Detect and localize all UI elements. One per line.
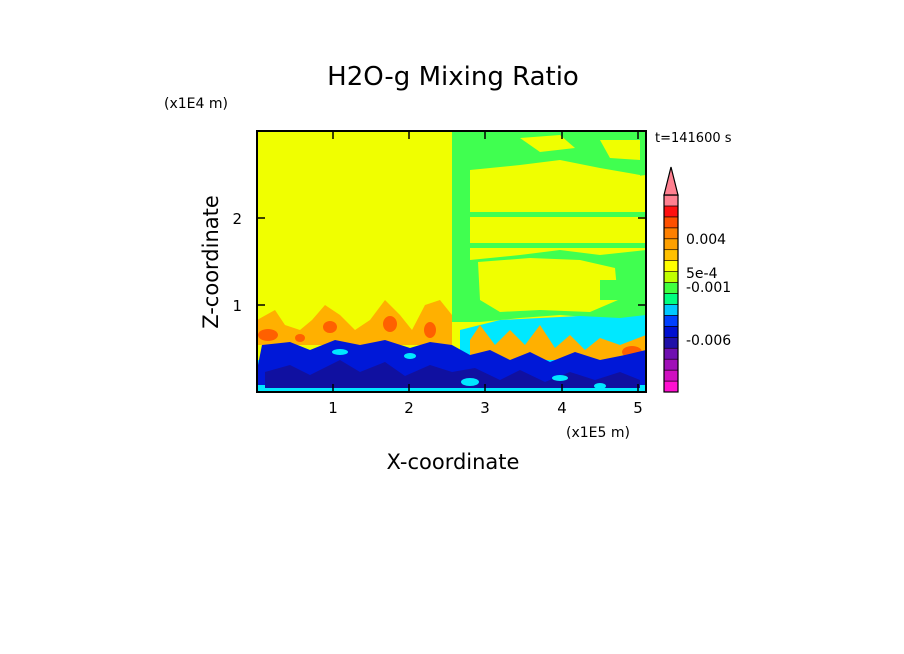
x-tick-label: 3 bbox=[480, 399, 490, 417]
colorbar-segment bbox=[663, 282, 679, 294]
colorbar-segment bbox=[663, 347, 679, 360]
colorbar bbox=[663, 194, 679, 393]
colorbar-segment bbox=[663, 315, 679, 327]
colorbar-label: 5e-4 bbox=[686, 266, 718, 282]
upper-right-yellow-patches bbox=[470, 135, 640, 312]
x-axis-label: X-coordinate bbox=[387, 450, 520, 474]
x-tick-label: 5 bbox=[633, 399, 643, 417]
plot-frame bbox=[256, 130, 647, 393]
colorbar-segment bbox=[663, 369, 679, 382]
colorbar-segment bbox=[663, 380, 679, 393]
colorbar-segment bbox=[663, 249, 679, 261]
colorbar-segment bbox=[663, 304, 679, 316]
x-tick-label: 1 bbox=[328, 399, 338, 417]
colorbar-segment bbox=[663, 336, 679, 349]
field-plot bbox=[257, 131, 646, 392]
x-ticks bbox=[332, 131, 639, 392]
y-scale-label: (x1E4 m) bbox=[164, 96, 228, 112]
colorbar-label: -0.006 bbox=[686, 333, 731, 349]
x-scale-label: (x1E5 m) bbox=[566, 425, 630, 441]
upper-green-streaks bbox=[460, 212, 646, 300]
x-tick-label: 4 bbox=[557, 399, 567, 417]
colorbar-segment bbox=[663, 227, 679, 240]
colorbar-segment bbox=[663, 326, 679, 338]
colorbar-segment bbox=[663, 216, 679, 229]
colorbar-segment bbox=[663, 205, 679, 218]
colorbar-segment bbox=[663, 293, 679, 305]
chart-title: H2O-g Mixing Ratio bbox=[327, 62, 579, 92]
colorbar-segment bbox=[663, 358, 679, 371]
colorbar-segment bbox=[663, 260, 679, 272]
colorbar-segment bbox=[663, 271, 679, 283]
plume-region bbox=[257, 300, 646, 360]
colorbar-segment bbox=[663, 194, 679, 207]
colorbar-label: -0.001 bbox=[686, 280, 731, 296]
colorbar-segment bbox=[663, 238, 679, 251]
dry-layer-navy bbox=[265, 360, 640, 388]
x-tick-label: 2 bbox=[404, 399, 414, 417]
y-axis-label: Z-coordinate bbox=[199, 195, 223, 329]
colorbar-extension-arrow bbox=[663, 166, 679, 196]
y-ticks bbox=[257, 217, 646, 306]
surface-cyan-gaps bbox=[332, 349, 606, 389]
y-tick-label: 2 bbox=[232, 210, 242, 228]
y-tick-label: 1 bbox=[232, 297, 242, 315]
time-label: t=141600 s bbox=[655, 131, 732, 146]
colorbar-label: 0.004 bbox=[686, 232, 726, 248]
